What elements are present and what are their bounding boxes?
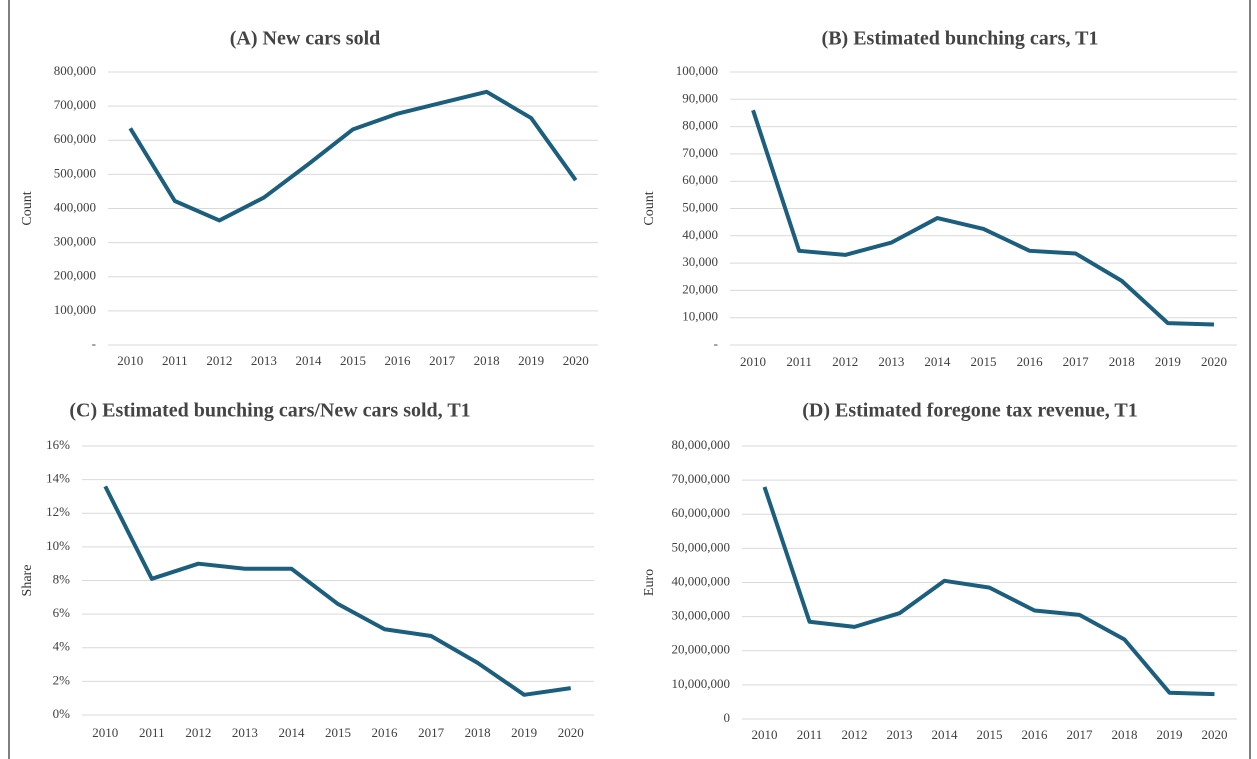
y-tick-label: 50,000,000 (672, 539, 731, 554)
y-tick-label: 600,000 (54, 131, 96, 146)
x-tick-label: 2012 (832, 354, 858, 369)
y-tick-label: 700,000 (54, 97, 96, 112)
x-tick-label: 2016 (1017, 354, 1044, 369)
x-tick-label: 2010 (740, 354, 766, 369)
y-tick-label: 100,000 (54, 302, 96, 317)
x-tick-label: 2011 (162, 353, 188, 368)
y-tick-label: 40,000,000 (672, 573, 731, 588)
y-tick-label: 90,000 (682, 90, 718, 105)
x-tick-label: 2017 (1067, 727, 1094, 742)
x-tick-label: 2019 (1157, 727, 1183, 742)
y-tick-label: 100,000 (676, 63, 718, 78)
x-tick-label: 2014 (932, 727, 959, 742)
y-tick-label: 70,000,000 (672, 471, 731, 486)
y-tick-label: 6% (53, 605, 71, 620)
y-tick-label: 8% (53, 571, 71, 586)
x-tick-label: 2012 (206, 353, 232, 368)
y-tick-label: 16% (46, 437, 70, 452)
x-tick-label: 2017 (1063, 354, 1090, 369)
series-line (103, 485, 572, 697)
y-axis-label: Count (20, 191, 35, 225)
y-tick-label: 12% (46, 504, 70, 519)
series-line (128, 89, 578, 223)
x-tick-label: 2013 (232, 725, 258, 740)
y-tick-label: 80,000 (682, 118, 718, 133)
x-tick-label: 2015 (340, 353, 366, 368)
y-tick-label: 14% (46, 471, 70, 486)
series-line (762, 486, 1215, 697)
x-tick-label: 2012 (185, 725, 211, 740)
y-tick-label: 800,000 (54, 63, 96, 78)
x-tick-label: 2011 (786, 354, 812, 369)
x-tick-label: 2020 (558, 725, 584, 740)
y-tick-label: 20,000 (682, 281, 718, 296)
y-tick-label: 50,000 (682, 199, 718, 214)
y-tick-label: 200,000 (54, 268, 96, 283)
y-tick-label: 0% (53, 706, 71, 721)
x-tick-label: 2016 (385, 353, 412, 368)
x-tick-label: 2019 (518, 353, 544, 368)
x-tick-label: 2018 (474, 353, 500, 368)
chart-title: (C) Estimated bunching cars/New cars sol… (69, 400, 470, 422)
y-tick-label: 10,000 (682, 309, 718, 324)
x-tick-label: 2014 (295, 353, 322, 368)
x-tick-label: 2018 (1112, 727, 1138, 742)
x-tick-label: 2015 (977, 727, 1003, 742)
y-axis-label: Share (20, 565, 35, 597)
y-axis-label: Count (642, 191, 657, 225)
y-tick-label: 500,000 (54, 165, 96, 180)
y-tick-label: 30,000 (682, 254, 718, 269)
y-tick-label: 0 (724, 710, 731, 725)
x-tick-label: 2013 (887, 727, 913, 742)
x-tick-label: 2020 (1202, 727, 1228, 742)
chart-title: (D) Estimated foregone tax revenue, T1 (802, 400, 1138, 422)
series-line (751, 109, 1215, 327)
x-tick-label: 2019 (1155, 354, 1181, 369)
x-tick-label: 2018 (1109, 354, 1135, 369)
x-tick-label: 2013 (878, 354, 904, 369)
x-tick-label: 2020 (1201, 354, 1227, 369)
y-tick-label: 60,000 (682, 172, 718, 187)
x-tick-label: 2014 (278, 725, 305, 740)
x-tick-label: 2010 (92, 725, 118, 740)
y-tick-label: 400,000 (54, 199, 96, 214)
x-tick-label: 2010 (752, 727, 778, 742)
x-tick-label: 2018 (465, 725, 491, 740)
x-tick-label: 2011 (139, 725, 165, 740)
x-tick-label: 2010 (117, 353, 143, 368)
x-tick-label: 2016 (372, 725, 399, 740)
y-tick-label: - (92, 336, 96, 351)
chart-title: (A) New cars sold (230, 28, 381, 50)
y-tick-label: - (714, 336, 718, 351)
y-tick-label: 2% (53, 672, 71, 687)
x-tick-label: 2012 (842, 727, 868, 742)
y-tick-label: 20,000,000 (672, 642, 731, 657)
y-tick-label: 4% (53, 639, 71, 654)
y-tick-label: 40,000 (682, 227, 718, 242)
y-tick-label: 80,000,000 (672, 437, 731, 452)
x-tick-label: 2013 (251, 353, 277, 368)
x-tick-label: 2017 (418, 725, 445, 740)
y-tick-label: 60,000,000 (672, 505, 731, 520)
chart-title: (B) Estimated bunching cars, T1 (822, 28, 1099, 50)
x-tick-label: 2017 (429, 353, 456, 368)
x-tick-label: 2020 (563, 353, 589, 368)
x-tick-label: 2019 (511, 725, 537, 740)
y-tick-label: 10% (46, 538, 70, 553)
y-tick-label: 10,000,000 (672, 676, 731, 691)
x-tick-label: 2015 (971, 354, 997, 369)
x-tick-label: 2014 (924, 354, 951, 369)
x-tick-label: 2011 (797, 727, 823, 742)
x-tick-label: 2015 (325, 725, 351, 740)
y-tick-label: 70,000 (682, 145, 718, 160)
x-tick-label: 2016 (1022, 727, 1049, 742)
y-tick-label: 30,000,000 (672, 608, 731, 623)
y-tick-label: 300,000 (54, 234, 96, 249)
y-axis-label: Euro (642, 569, 657, 596)
